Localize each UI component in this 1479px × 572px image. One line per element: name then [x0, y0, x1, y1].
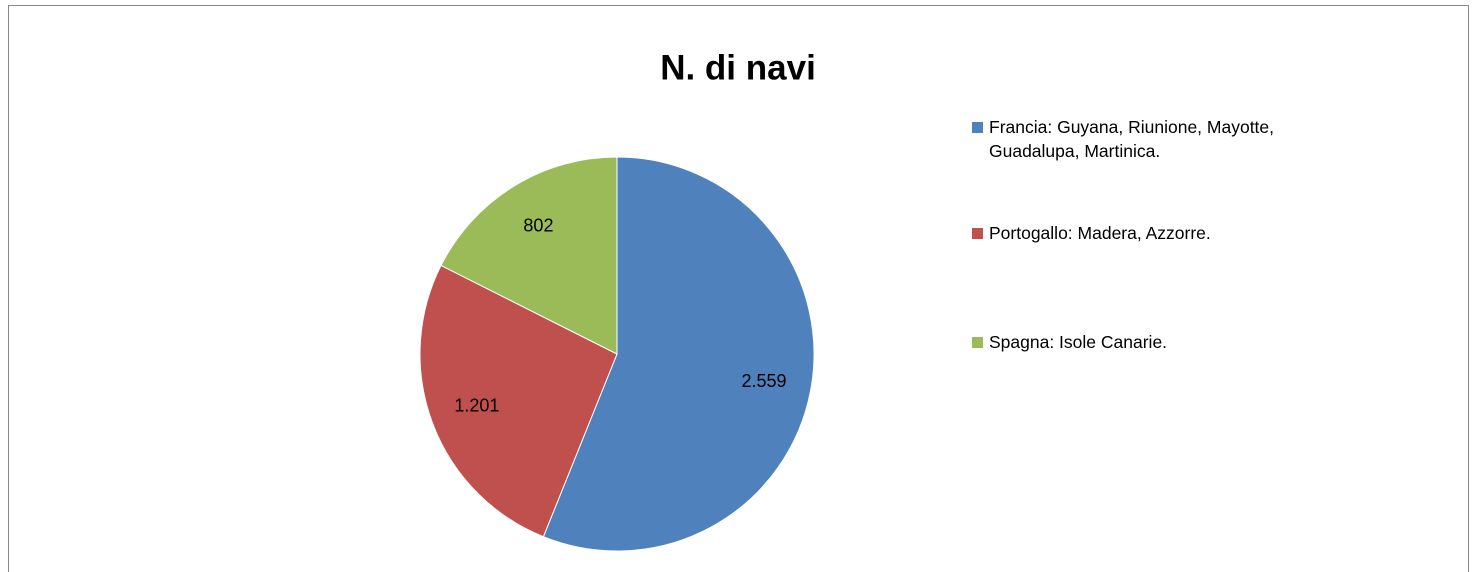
data-label: 802 [523, 215, 553, 235]
chart-frame [8, 5, 1469, 572]
legend-swatch [972, 122, 983, 133]
pie-slice [542, 156, 815, 552]
pie-slice [419, 264, 618, 538]
legend-label: Spagna: Isole Canarie. [989, 332, 1168, 352]
legend-entry: Francia: Guyana, Riunione, Mayotte, Guad… [972, 115, 1339, 163]
legend-label: Francia: Guyana, Riunione, Mayotte, Guad… [989, 117, 1275, 161]
legend-swatch [972, 228, 983, 239]
legend-swatch [972, 337, 983, 348]
data-label: 1.201 [454, 396, 499, 416]
legend-entry: Portogallo: Madera, Azzorre. [972, 221, 1339, 245]
data-label: 2.559 [741, 371, 786, 391]
pie-slice [440, 156, 618, 355]
legend-label: Portogallo: Madera, Azzorre. [989, 223, 1211, 243]
chart-title: N. di navi [660, 48, 816, 87]
legend-entry: Spagna: Isole Canarie. [972, 330, 1339, 354]
